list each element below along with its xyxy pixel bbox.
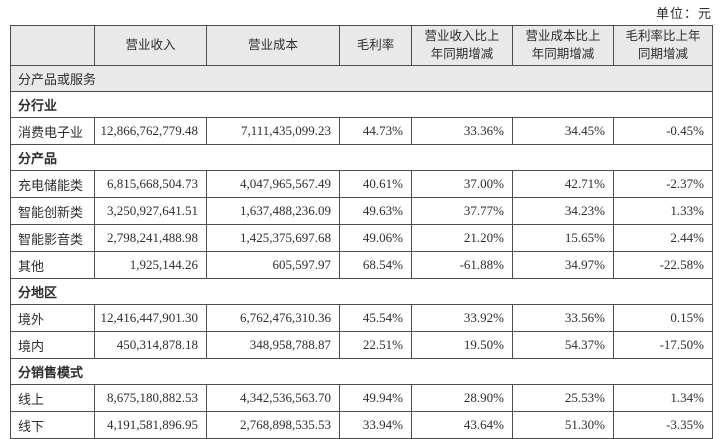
row-value: 12,416,447,901.30 (94, 304, 207, 332)
row-value: 25.53% (512, 384, 614, 412)
row-label: 消费电子业 (10, 117, 95, 145)
row-value: 1,925,144.26 (94, 251, 207, 279)
row-value: 6,762,476,310.36 (206, 304, 340, 332)
row-value: 4,191,581,896.95 (94, 411, 207, 439)
row-value: 15.65% (512, 224, 614, 252)
row-value: 4,342,536,563.70 (206, 384, 340, 412)
header-cell-margin-change: 毛利率比上年 同期增减 (613, 25, 713, 66)
row-value: 3,250,927,641.51 (94, 197, 207, 225)
row-value: 12,866,762,779.48 (94, 117, 207, 145)
row-value: 40.61% (339, 170, 412, 198)
header-row: 营业收入 营业成本 毛利率 营业收入比上 年同期增减 营业成本比上 年同期增减 … (10, 25, 713, 66)
row-value: 1.33% (613, 197, 713, 225)
row-value: 33.94% (339, 411, 412, 439)
row-value: 34.45% (512, 117, 614, 145)
row-value: 34.23% (512, 197, 614, 225)
row-value: 0.15% (613, 304, 713, 332)
row-value: -3.35% (613, 411, 713, 439)
row-value: 68.54% (339, 251, 412, 279)
row-value: 49.06% (339, 224, 412, 252)
row-label: 充电储能类 (10, 170, 95, 198)
row-value: 1.34% (613, 384, 713, 412)
row-value: 37.00% (411, 170, 513, 198)
row-value: 450,314,878.18 (94, 331, 207, 359)
header-cell-revenue-change: 营业收入比上 年同期增减 (411, 25, 513, 66)
section-label: 分产品或服务 (10, 65, 713, 92)
segment-report-table: 营业收入 营业成本 毛利率 营业收入比上 年同期增减 营业成本比上 年同期增减 … (10, 25, 713, 439)
row-value: 37.77% (411, 197, 513, 225)
section-row: 分行业 (10, 91, 713, 118)
row-value: 33.36% (411, 117, 513, 145)
row-value: 43.64% (411, 411, 513, 439)
table-body: 分产品或服务 分行业 消费电子业 12,866,762,779.48 7,111,435… (10, 65, 713, 439)
row-value: 8,675,180,882.53 (94, 384, 207, 412)
row-label: 智能创新类 (10, 197, 95, 225)
section-label: 分行业 (10, 91, 713, 118)
header-cell-blank (10, 25, 95, 66)
row-value: -17.50% (613, 331, 713, 359)
row-value: 7,111,435,099.23 (206, 117, 340, 145)
row-value: 51.30% (512, 411, 614, 439)
row-value: 44.73% (339, 117, 412, 145)
row-value: 21.20% (411, 224, 513, 252)
header-cell-cost: 营业成本 (206, 25, 340, 66)
row-value: 2,768,898,535.53 (206, 411, 340, 439)
row-value: -61.88% (411, 251, 513, 279)
row-value: -22.58% (613, 251, 713, 279)
row-value: 2,798,241,488.98 (94, 224, 207, 252)
table-row: 境内 450,314,878.18 348,958,788.87 22.51% 19.5… (10, 331, 713, 359)
row-value: 2.44% (613, 224, 713, 252)
table-row: 充电储能类 6,815,668,504.73 4,047,965,567.49 40.… (10, 170, 713, 198)
row-value: 54.37% (512, 331, 614, 359)
row-value: 22.51% (339, 331, 412, 359)
table-row: 境外 12,416,447,901.30 6,762,476,310.36 45.54… (10, 304, 713, 332)
row-value: -2.37% (613, 170, 713, 198)
row-value: 49.63% (339, 197, 412, 225)
row-value: 348,958,788.87 (206, 331, 340, 359)
row-value: 1,425,375,697.68 (206, 224, 340, 252)
row-value: 49.94% (339, 384, 412, 412)
row-value: 34.97% (512, 251, 614, 279)
header-cell-revenue: 营业收入 (94, 25, 207, 66)
unit-label: 单位：元 (655, 6, 712, 21)
row-label: 线下 (10, 411, 95, 439)
row-label: 线上 (10, 384, 95, 412)
row-label: 其他 (10, 251, 95, 279)
row-label: 境外 (10, 304, 95, 332)
document-page: 单位：元 营业收入 营业成本 毛利率 营业收入比上 年同期增减 营业成本比上 年… (10, 6, 713, 439)
table-row: 线下 4,191,581,896.95 2,768,898,535.53 33.94%… (10, 411, 713, 439)
row-value: 33.56% (512, 304, 614, 332)
row-value: 42.71% (512, 170, 614, 198)
section-label: 分销售模式 (10, 358, 713, 385)
row-value: -0.45% (613, 117, 713, 145)
row-value: 1,637,488,236.09 (206, 197, 340, 225)
header-cell-cost-change: 营业成本比上 年同期增减 (512, 25, 614, 66)
row-value: 605,597.97 (206, 251, 340, 279)
table-row: 线上 8,675,180,882.53 4,342,536,563.70 49.94%… (10, 384, 713, 412)
row-value: 4,047,965,567.49 (206, 170, 340, 198)
section-row: 分产品或服务 (10, 65, 713, 92)
table-row: 其他 1,925,144.26 605,597.97 68.54% -61.88% 34.… (10, 251, 713, 279)
header-cell-gross-margin: 毛利率 (339, 25, 412, 66)
table-row: 消费电子业 12,866,762,779.48 7,111,435,099.23 44… (10, 117, 713, 145)
row-value: 19.50% (411, 331, 513, 359)
section-row: 分地区 (10, 278, 713, 305)
table-row: 智能创新类 3,250,927,641.51 1,637,488,236.09 49.… (10, 197, 713, 225)
row-value: 6,815,668,504.73 (94, 170, 207, 198)
table-row: 智能影音类 2,798,241,488.98 1,425,375,697.68 49.… (10, 224, 713, 252)
row-value: 45.54% (339, 304, 412, 332)
section-row: 分产品 (10, 144, 713, 171)
row-value: 28.90% (411, 384, 513, 412)
section-row: 分销售模式 (10, 358, 713, 385)
section-label: 分产品 (10, 144, 713, 171)
row-label: 境内 (10, 331, 95, 359)
row-value: 33.92% (411, 304, 513, 332)
section-label: 分地区 (10, 278, 713, 305)
row-label: 智能影音类 (10, 224, 95, 252)
